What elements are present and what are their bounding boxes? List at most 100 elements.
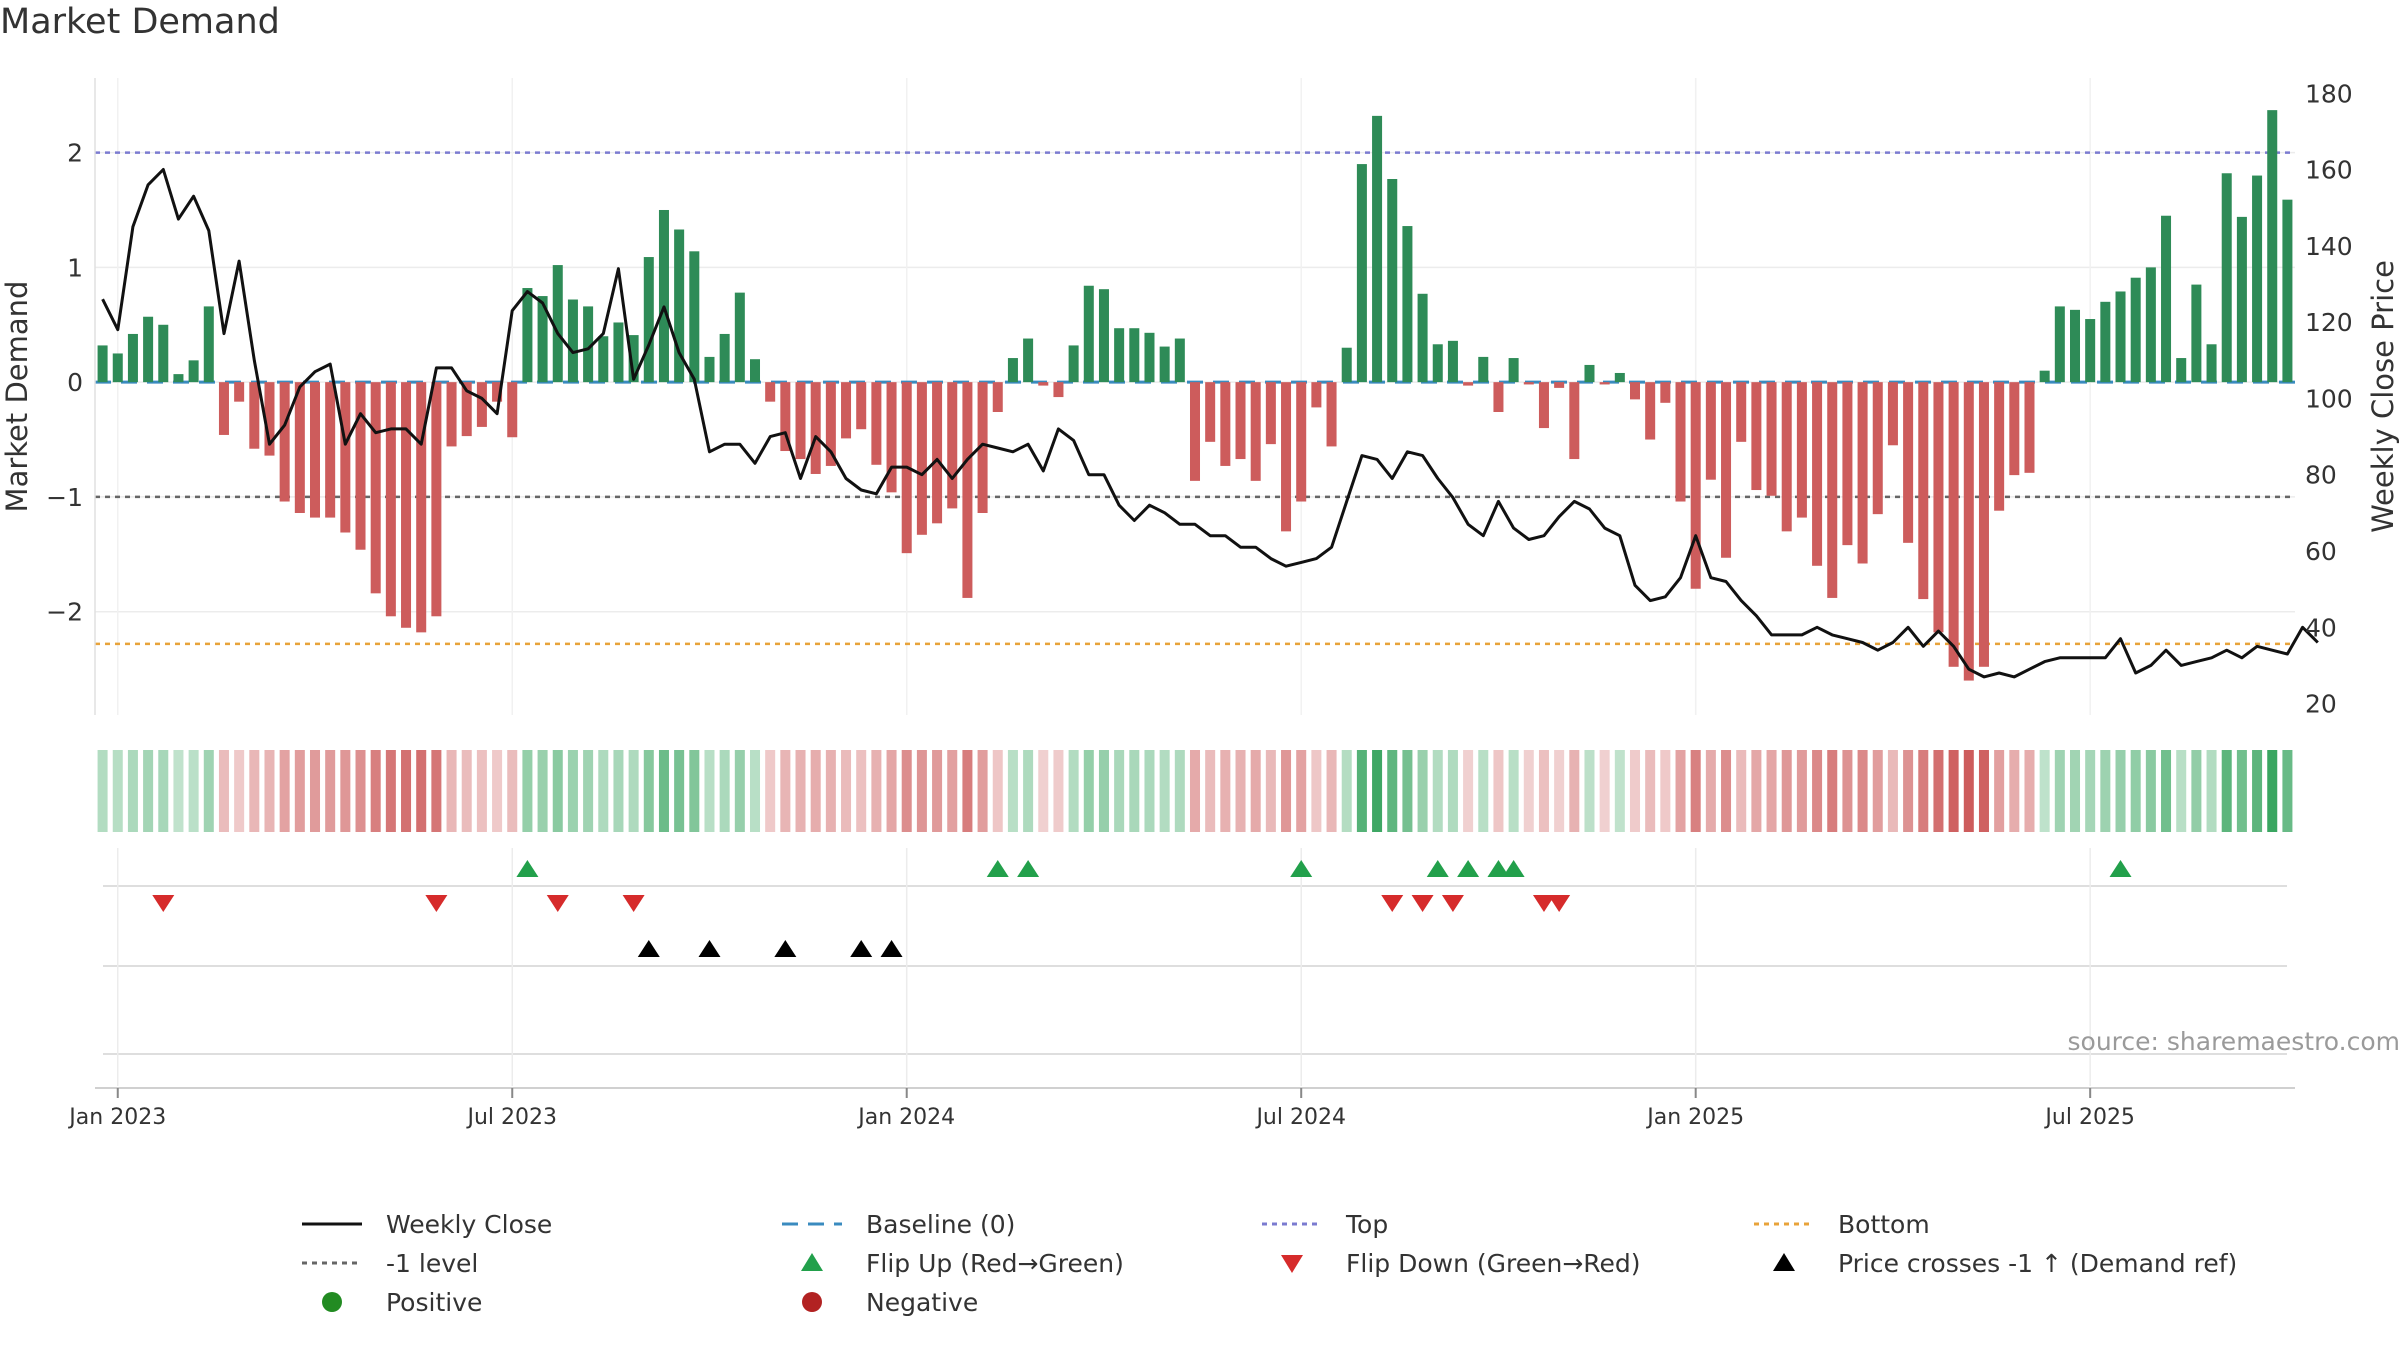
legend-label: Flip Down (Green→Red)	[1346, 1248, 1641, 1278]
demand-bar	[2191, 284, 2202, 383]
heat-cell	[1053, 750, 1064, 832]
heat-cell	[1372, 750, 1383, 832]
demand-bar	[97, 345, 108, 383]
heat-cell	[1584, 750, 1595, 832]
demand-bar	[446, 382, 457, 447]
heat-cell	[1296, 750, 1307, 832]
heat-cell	[947, 750, 958, 832]
legend-label: Negative	[866, 1287, 979, 1317]
heat-cell	[188, 750, 199, 832]
demand-bar	[1068, 345, 1079, 383]
heat-cell	[1766, 750, 1777, 832]
demand-bar	[2115, 291, 2126, 383]
heat-cell	[143, 750, 154, 832]
heat-cell	[2069, 750, 2081, 832]
y2-tick-label: 60	[2305, 537, 2337, 566]
price-cross-marker	[774, 940, 797, 957]
heat-cell	[583, 750, 594, 832]
demand-bar	[2206, 344, 2217, 383]
triangle-up-icon	[801, 1253, 823, 1271]
heat-cell	[2221, 750, 2232, 832]
heat-cell	[1205, 750, 1216, 832]
line-icon	[302, 1222, 362, 1226]
heat-cell	[537, 750, 548, 832]
y-tick-label: 0	[67, 368, 83, 397]
heat-cell	[1796, 750, 1807, 832]
demand-bar	[749, 359, 761, 383]
weekly-close-line	[101, 168, 2319, 679]
heat-cell	[1159, 750, 1170, 832]
demand-bar	[1159, 346, 1170, 383]
demand-bar	[1675, 382, 1686, 502]
legend-label: Flip Up (Red→Green)	[866, 1248, 1124, 1278]
dash-icon	[782, 1222, 842, 1226]
demand-bar	[1872, 382, 1883, 515]
demand-bar	[188, 360, 199, 383]
demand-bar	[2252, 175, 2263, 383]
demand-bar	[1978, 382, 1989, 667]
heat-cell	[1629, 750, 1641, 832]
demand-bar	[932, 382, 943, 524]
heat-cell	[1417, 750, 1428, 832]
legend-label: Positive	[386, 1287, 483, 1317]
demand-bar	[264, 382, 275, 456]
demand-bar	[871, 382, 882, 465]
demand-bar	[2267, 110, 2278, 383]
flip-up-marker	[1502, 860, 1525, 877]
flip-down-marker	[152, 895, 175, 912]
y-axis-label: Market Demand	[0, 281, 34, 513]
demand-bar	[1493, 382, 1504, 412]
demand-bar	[1189, 382, 1201, 481]
x-tick-label: Jul 2025	[2043, 1105, 2135, 1130]
heat-cell	[977, 750, 988, 832]
demand-bar	[719, 333, 730, 383]
demand-bar	[2100, 301, 2111, 383]
heat-cell	[340, 750, 351, 832]
heat-cell	[765, 750, 776, 832]
demand-bar	[2009, 382, 2020, 476]
demand-bar	[1554, 382, 1565, 388]
demand-bar	[1690, 382, 1701, 589]
demand-bar	[2282, 199, 2293, 383]
heat-cell	[446, 750, 457, 832]
source-label: source: sharemaestro.com	[2068, 1027, 2400, 1056]
heat-cell	[158, 750, 169, 832]
heat-cell	[932, 750, 943, 832]
demand-bar	[1144, 332, 1155, 383]
demand-bar	[127, 333, 138, 383]
dotted-line-icon	[1754, 1222, 1814, 1226]
demand-bar	[1402, 226, 1413, 383]
demand-bar	[628, 335, 639, 383]
demand-bar	[1463, 382, 1474, 386]
demand-bar	[1584, 364, 1595, 383]
heat-cell	[628, 750, 639, 832]
heat-cell	[1463, 750, 1474, 832]
heat-cell	[1235, 750, 1246, 832]
heat-cell	[810, 750, 821, 832]
heat-cell	[1614, 750, 1625, 832]
heat-cell	[355, 750, 366, 832]
legend-item-bottom: Bottom	[1752, 1206, 1930, 1242]
y-tick-label: 2	[67, 139, 83, 168]
demand-bar	[1174, 338, 1185, 383]
heat-cell	[1281, 750, 1292, 832]
flip-down-marker	[1548, 895, 1571, 912]
demand-bar	[1235, 382, 1246, 460]
demand-bar	[886, 382, 897, 493]
demand-bar	[143, 316, 154, 383]
heat-cell	[1341, 750, 1352, 832]
dotted-line-icon	[1262, 1222, 1322, 1226]
demand-bar	[1963, 382, 1974, 681]
heat-cell	[1918, 750, 1929, 832]
demand-bar	[325, 382, 336, 518]
heat-cell	[2130, 750, 2141, 832]
legend-item-flip-down: Flip Down (Green→Red)	[1260, 1245, 1641, 1281]
heat-cell	[886, 750, 897, 832]
demand-bar	[2024, 382, 2035, 473]
flip-down-marker	[1441, 895, 1464, 912]
page-title: Market Demand	[0, 2, 280, 42]
demand-bar	[689, 251, 700, 383]
heat-cell	[901, 750, 912, 832]
x-tick-label: Jul 2023	[465, 1105, 557, 1130]
price-cross-marker	[698, 940, 721, 957]
